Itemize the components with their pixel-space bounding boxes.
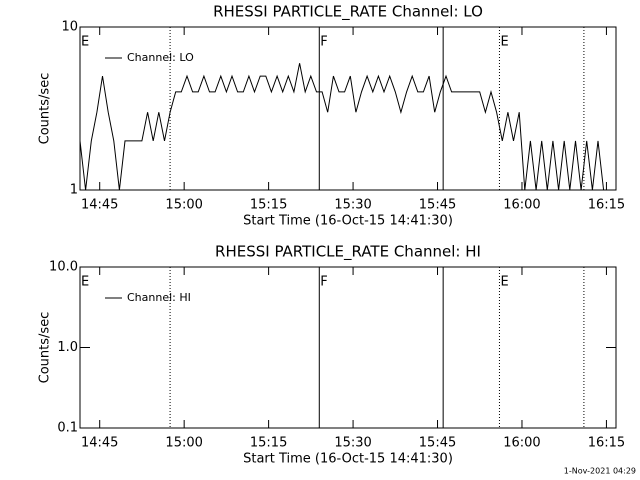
x-tick-label: 15:15 bbox=[250, 436, 287, 451]
x-tick-label: 16:00 bbox=[503, 436, 540, 451]
marker-label: E bbox=[500, 35, 508, 50]
x-tick-label: 14:45 bbox=[81, 436, 118, 451]
x-axis-label: Start Time (16-Oct-15 14:41:30) bbox=[243, 452, 453, 467]
x-tick-label: 15:30 bbox=[334, 436, 371, 451]
x-tick-label: 16:00 bbox=[503, 198, 540, 213]
footer: 1-Nov-2021 04:29 bbox=[564, 467, 636, 476]
y-tick-label: 1.0 bbox=[57, 340, 78, 355]
x-tick-label: 15:00 bbox=[165, 198, 202, 213]
plot-frame bbox=[79, 26, 617, 191]
x-tick-label: 15:15 bbox=[250, 198, 287, 213]
marker-label: F bbox=[320, 35, 327, 50]
x-tick-label: 15:45 bbox=[419, 198, 456, 213]
marker-label: E bbox=[81, 35, 89, 50]
data-line bbox=[79, 63, 615, 191]
x-tick-label: 16:15 bbox=[588, 436, 625, 451]
legend-label: Channel: HI bbox=[127, 291, 191, 304]
x-tick-label: 15:45 bbox=[419, 436, 456, 451]
legend-label: Channel: LO bbox=[127, 51, 194, 64]
x-axis-label: Start Time (16-Oct-15 14:41:30) bbox=[243, 214, 453, 229]
marker-label: E bbox=[81, 275, 89, 290]
y-axis-label: Counts/sec bbox=[38, 73, 53, 145]
marker-label: E bbox=[500, 275, 508, 290]
y-tick-label: 0.1 bbox=[57, 421, 78, 436]
x-tick-label: 15:00 bbox=[165, 436, 202, 451]
x-tick-label: 14:45 bbox=[81, 198, 118, 213]
x-tick-label: 16:15 bbox=[588, 198, 625, 213]
y-tick-label: 1 bbox=[70, 183, 78, 198]
y-tick-label: 10 bbox=[61, 20, 78, 35]
chart-title: RHESSI PARTICLE_RATE Channel: LO bbox=[213, 3, 483, 22]
y-axis-label: Counts/sec bbox=[38, 312, 53, 384]
marker-label: F bbox=[320, 275, 327, 290]
x-tick-label: 15:30 bbox=[334, 198, 371, 213]
y-tick-label: 10.0 bbox=[49, 260, 78, 275]
chart-title: RHESSI PARTICLE_RATE Channel: HI bbox=[215, 243, 481, 262]
